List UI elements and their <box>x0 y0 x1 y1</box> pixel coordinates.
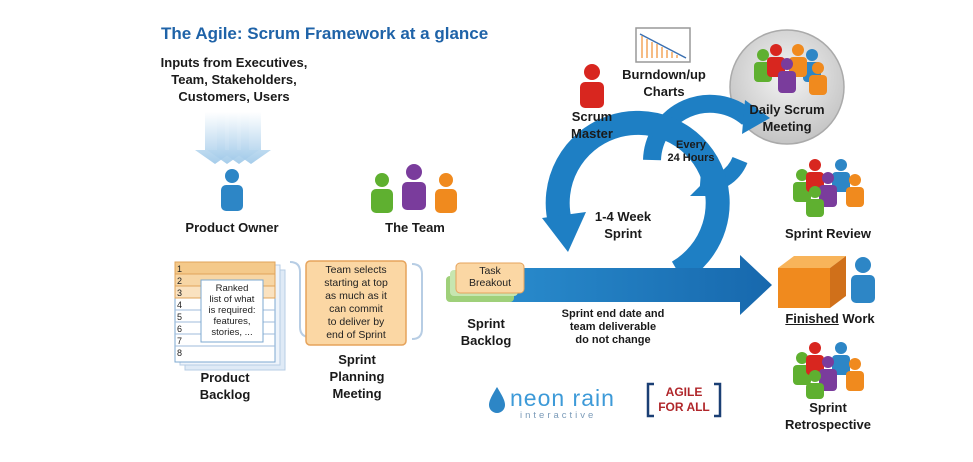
planning-note-line: Team selects <box>325 264 387 276</box>
burndown-line-2: Charts <box>643 84 685 99</box>
backlog-note-line: is required: <box>208 305 256 316</box>
agile-logo-bottom: FOR ALL <box>658 400 710 414</box>
sprint-length-label: 1-4 Week Sprint <box>580 208 666 242</box>
scrum-master-label: Scrum Master <box>560 108 624 142</box>
product-backlog-line-2: Backlog <box>199 387 251 402</box>
inputs-label: Inputs from Executives, Team, Stakeholde… <box>150 54 318 105</box>
backlog-note-line: list of what <box>209 294 255 305</box>
scrum-master-line-2: Master <box>571 126 613 141</box>
sprint-backlog-cards <box>446 262 525 302</box>
backlog-numbers: 1 2 3 4 5 6 7 8 <box>177 263 197 359</box>
inputs-line-2: Team, Stakeholders, <box>171 72 297 87</box>
backlog-number: 7 <box>177 336 183 346</box>
task-breakout-line-2: Breakout <box>468 277 512 289</box>
backlog-note-line: features, <box>213 316 251 327</box>
backlog-number: 2 <box>177 276 183 286</box>
sprint-length-line-2: Sprint <box>604 226 642 241</box>
finished-work-box-icon <box>778 256 875 308</box>
agile-logo-top: AGILE <box>665 385 703 399</box>
planning-note-line: as much as it <box>325 290 387 302</box>
sprint-retro-label: Sprint Retrospective <box>770 399 886 433</box>
finished-rest: Work <box>838 311 875 326</box>
task-breakout-card: Task Breakout <box>456 265 524 289</box>
page-title: The Agile: Scrum Framework at a glance <box>161 24 489 43</box>
sprint-review-label: Sprint Review <box>785 226 871 241</box>
sprint-retro-team-icon <box>793 342 864 399</box>
scrum-master-line-1: Scrum <box>571 109 613 124</box>
planning-note: Team selects starting at top as much as … <box>306 264 406 342</box>
sprint-end-line: do not change <box>575 334 651 346</box>
team-icon <box>371 164 457 213</box>
backlog-note-line: stories, ... <box>211 327 253 338</box>
daily-scrum-line-2: Meeting <box>762 119 812 134</box>
planning-note-line: to deliver by <box>327 316 385 328</box>
agile-for-all-logo: AGILE FOR ALL <box>654 385 714 415</box>
every-24-line-2: 24 Hours <box>667 152 715 164</box>
planning-note-line: can commit <box>329 303 383 315</box>
sprint-planning-label: Sprint Planning Meeting <box>312 351 402 402</box>
burndown-line-1: Burndown/up <box>622 67 706 82</box>
finished-emphasis: Finished <box>785 311 839 326</box>
task-breakout-line-1: Task <box>479 265 501 277</box>
backlog-note: Ranked list of what is required: feature… <box>201 283 263 338</box>
sprint-review-team-icon <box>793 159 864 217</box>
product-owner-icon <box>221 169 243 211</box>
backlog-note-line: Ranked <box>215 283 249 294</box>
product-owner-label: Product Owner <box>185 220 279 235</box>
backlog-number: 4 <box>177 300 183 310</box>
daily-scrum-label: Daily Scrum Meeting <box>740 101 834 135</box>
planning-note-line: starting at top <box>324 277 388 289</box>
every-24-hours-label: Every 24 Hours <box>660 139 722 165</box>
burndown-chart-icon <box>635 27 691 63</box>
planning-note-box <box>289 260 423 346</box>
inputs-line-3: Customers, Users <box>178 89 290 104</box>
main-flow-arrow <box>470 255 772 315</box>
sprint-backlog-line-2: Backlog <box>460 333 512 348</box>
team-label: The Team <box>385 220 445 235</box>
burndown-label: Burndown/up Charts <box>616 66 712 100</box>
planning-note-line: end of Sprint <box>326 329 386 341</box>
sprint-planning-line-2: Planning <box>329 369 385 384</box>
product-backlog-label: Product Backlog <box>180 369 270 403</box>
neon-rain-logo-subtext: interactive <box>520 410 597 421</box>
backlog-number: 8 <box>177 348 183 358</box>
sprint-retro-line-2: Retrospective <box>785 417 871 432</box>
sprint-retro-line-1: Sprint <box>809 400 847 415</box>
sprint-planning-line-1: Sprint <box>338 352 376 367</box>
sprint-backlog-line-1: Sprint <box>467 316 505 331</box>
inputs-line-1: Inputs from Executives, <box>160 55 308 70</box>
backlog-number: 1 <box>177 264 183 274</box>
input-arrows <box>195 112 271 164</box>
sprint-end-note: Sprint end date and team deliverable do … <box>548 308 678 347</box>
backlog-number: 6 <box>177 324 183 334</box>
agile-for-all-logo-frame <box>646 382 722 418</box>
neon-rain-logo-text: neon rain <box>510 385 615 411</box>
sprint-backlog-label: Sprint Backlog <box>446 315 526 349</box>
sprint-cycle-arrow <box>542 110 730 283</box>
every-24-line-1: Every <box>676 139 706 151</box>
scrum-master-icon <box>580 64 604 108</box>
product-backlog-stack <box>174 261 286 371</box>
sprint-end-line: team deliverable <box>569 321 657 333</box>
sprint-planning-line-3: Meeting <box>332 386 382 401</box>
backlog-number: 5 <box>177 312 183 322</box>
neon-rain-drop-icon <box>489 387 505 413</box>
finished-work-label: Finished Work <box>768 310 892 327</box>
sprint-length-line-1: 1-4 Week <box>594 209 652 224</box>
sprint-end-line: Sprint end date and <box>561 308 665 320</box>
backlog-number: 3 <box>177 288 183 298</box>
daily-scrum-line-1: Daily Scrum <box>749 102 825 117</box>
product-backlog-line-1: Product <box>200 370 250 385</box>
